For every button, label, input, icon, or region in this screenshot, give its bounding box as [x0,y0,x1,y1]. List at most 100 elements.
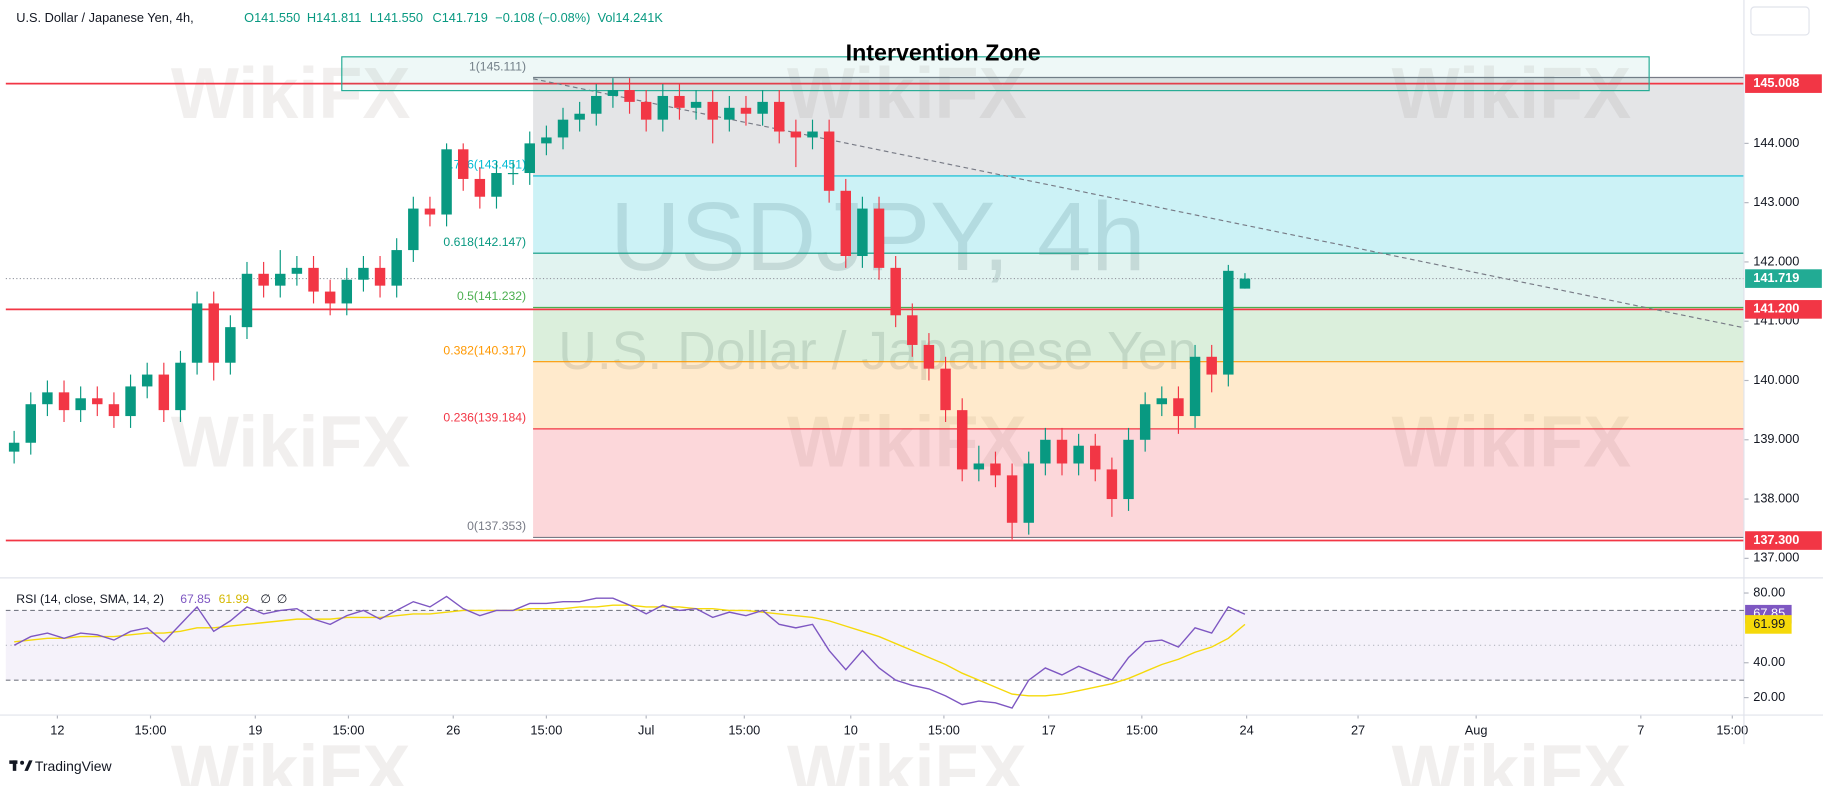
brand-watermark: WikiFX [787,732,1027,786]
description-watermark: U.S. Dollar / Japanese Yen [558,322,1197,381]
header-item: L141.550 [370,10,423,25]
candle-body [58,392,70,411]
fib-label: 0.786(143.451) [443,158,526,172]
candle-body [258,273,269,286]
x-tick-label: Aug [1465,723,1488,738]
y-tick-label: 139.000 [1753,431,1799,446]
price-line-label-bg [1745,300,1822,319]
x-tick-label: 17 [1042,723,1056,738]
candle-body [1139,404,1151,440]
candle-body [857,208,868,257]
candle-body [757,101,768,114]
candle-body [1023,463,1034,523]
overlay: Intervention Zone 145.008 141.200 137.300 14… [16,10,1822,550]
candle-body [241,273,253,328]
y-tick-label: 137.000 [1753,550,1799,565]
fib-label: 1(145.111) [469,59,526,73]
candle-body [8,442,20,452]
candle-body [374,267,386,286]
fib-zone [533,428,1744,538]
candle-body [108,404,120,417]
candle-body [907,315,918,345]
candle-body [541,137,552,144]
logo-part [24,760,33,771]
rsi-line [13,595,1246,709]
x-tick-label: 19 [248,723,262,738]
candle-body [823,131,835,191]
price-line-label-bg [1745,74,1822,93]
rsi-pane: 20.00 40.00 80.00 67.85 61.99 RSI (14, close,… [5,584,1792,709]
candle-body [840,190,852,257]
candle-body [807,131,818,138]
brand-watermark: WikiFX [1392,403,1632,483]
intervention-zone [341,56,1650,92]
logo-part [20,760,25,765]
candle-body [690,101,702,108]
candle-body [158,374,170,411]
candle-body [1156,398,1168,405]
candle-body [491,173,502,197]
candle-body [457,149,469,179]
fib-zone [533,361,1744,429]
candle-body [308,267,319,292]
candle-body [707,101,718,120]
logo-part [12,760,17,771]
candle-body [341,279,353,304]
x-tick-label: 15:00 [928,723,960,738]
last-price-label: 141.719 [1753,270,1799,285]
candle-body [225,327,236,363]
fib-zone [533,77,1744,176]
brand-watermark: WikiFX [171,54,411,134]
candle-body [441,149,452,215]
candle-body [1073,445,1084,464]
candle-body [474,178,486,197]
y-tick-label: 143.000 [1753,194,1799,209]
candle-body [890,267,901,316]
candle-body [923,344,935,369]
main-pane: 1(145.111) 0.786(143.451) 0.618(142.147) 0.… [5,56,1799,738]
watermarks: WikiFX WikiFX WikiFX WikiFX WikiFX WikiFX Wiki… [171,54,1631,786]
candle-body [524,143,535,174]
rsi-y-tick-label: 40.00 [1753,654,1785,669]
candle-body [557,119,569,138]
candle-body [940,368,951,411]
candle-body [657,95,669,120]
candle-body [956,410,968,470]
candle-body [291,267,303,274]
rsi-legend: RSI (14, close, SMA, 14, 2) [16,592,164,606]
candle-body [275,273,286,286]
candle-body [790,131,802,138]
x-tick-label: 7 [1637,723,1644,738]
header-item: Vol14.241K [598,10,664,25]
candle-body [42,392,53,405]
candle-body [75,398,86,411]
y-tick-label: 142.000 [1753,253,1799,268]
candle-body [774,101,785,132]
brand-watermark: WikiFX [787,54,1027,134]
price-line-label: 137.300 [1753,532,1799,547]
candle-body [408,208,419,251]
brand-watermark: WikiFX [1392,732,1632,786]
header-item: U.S. Dollar / Japanese Yen, 4h, [16,10,193,25]
y-tick-label: 138.000 [1753,490,1799,505]
candle-body [175,362,186,411]
candle-body [624,90,635,102]
candle-body [1040,439,1051,464]
brand-watermark: WikiFX [171,403,411,483]
candle-body [25,404,36,443]
candle-body [1173,398,1184,417]
y-tick-label: 140.000 [1753,372,1799,387]
x-tick-label: 26 [446,723,460,738]
toolbar-button[interactable] [1750,6,1810,36]
x-tick-label: 15:00 [332,723,364,738]
x-tick-label: Jul [638,723,654,738]
header-item: H141.811 [307,10,361,25]
candle-body [424,208,436,215]
candle-body [1189,356,1201,417]
candle-body [141,374,153,387]
fib-zone [533,175,1744,254]
x-tick-label: 12 [50,723,64,738]
candle-body [358,267,369,280]
